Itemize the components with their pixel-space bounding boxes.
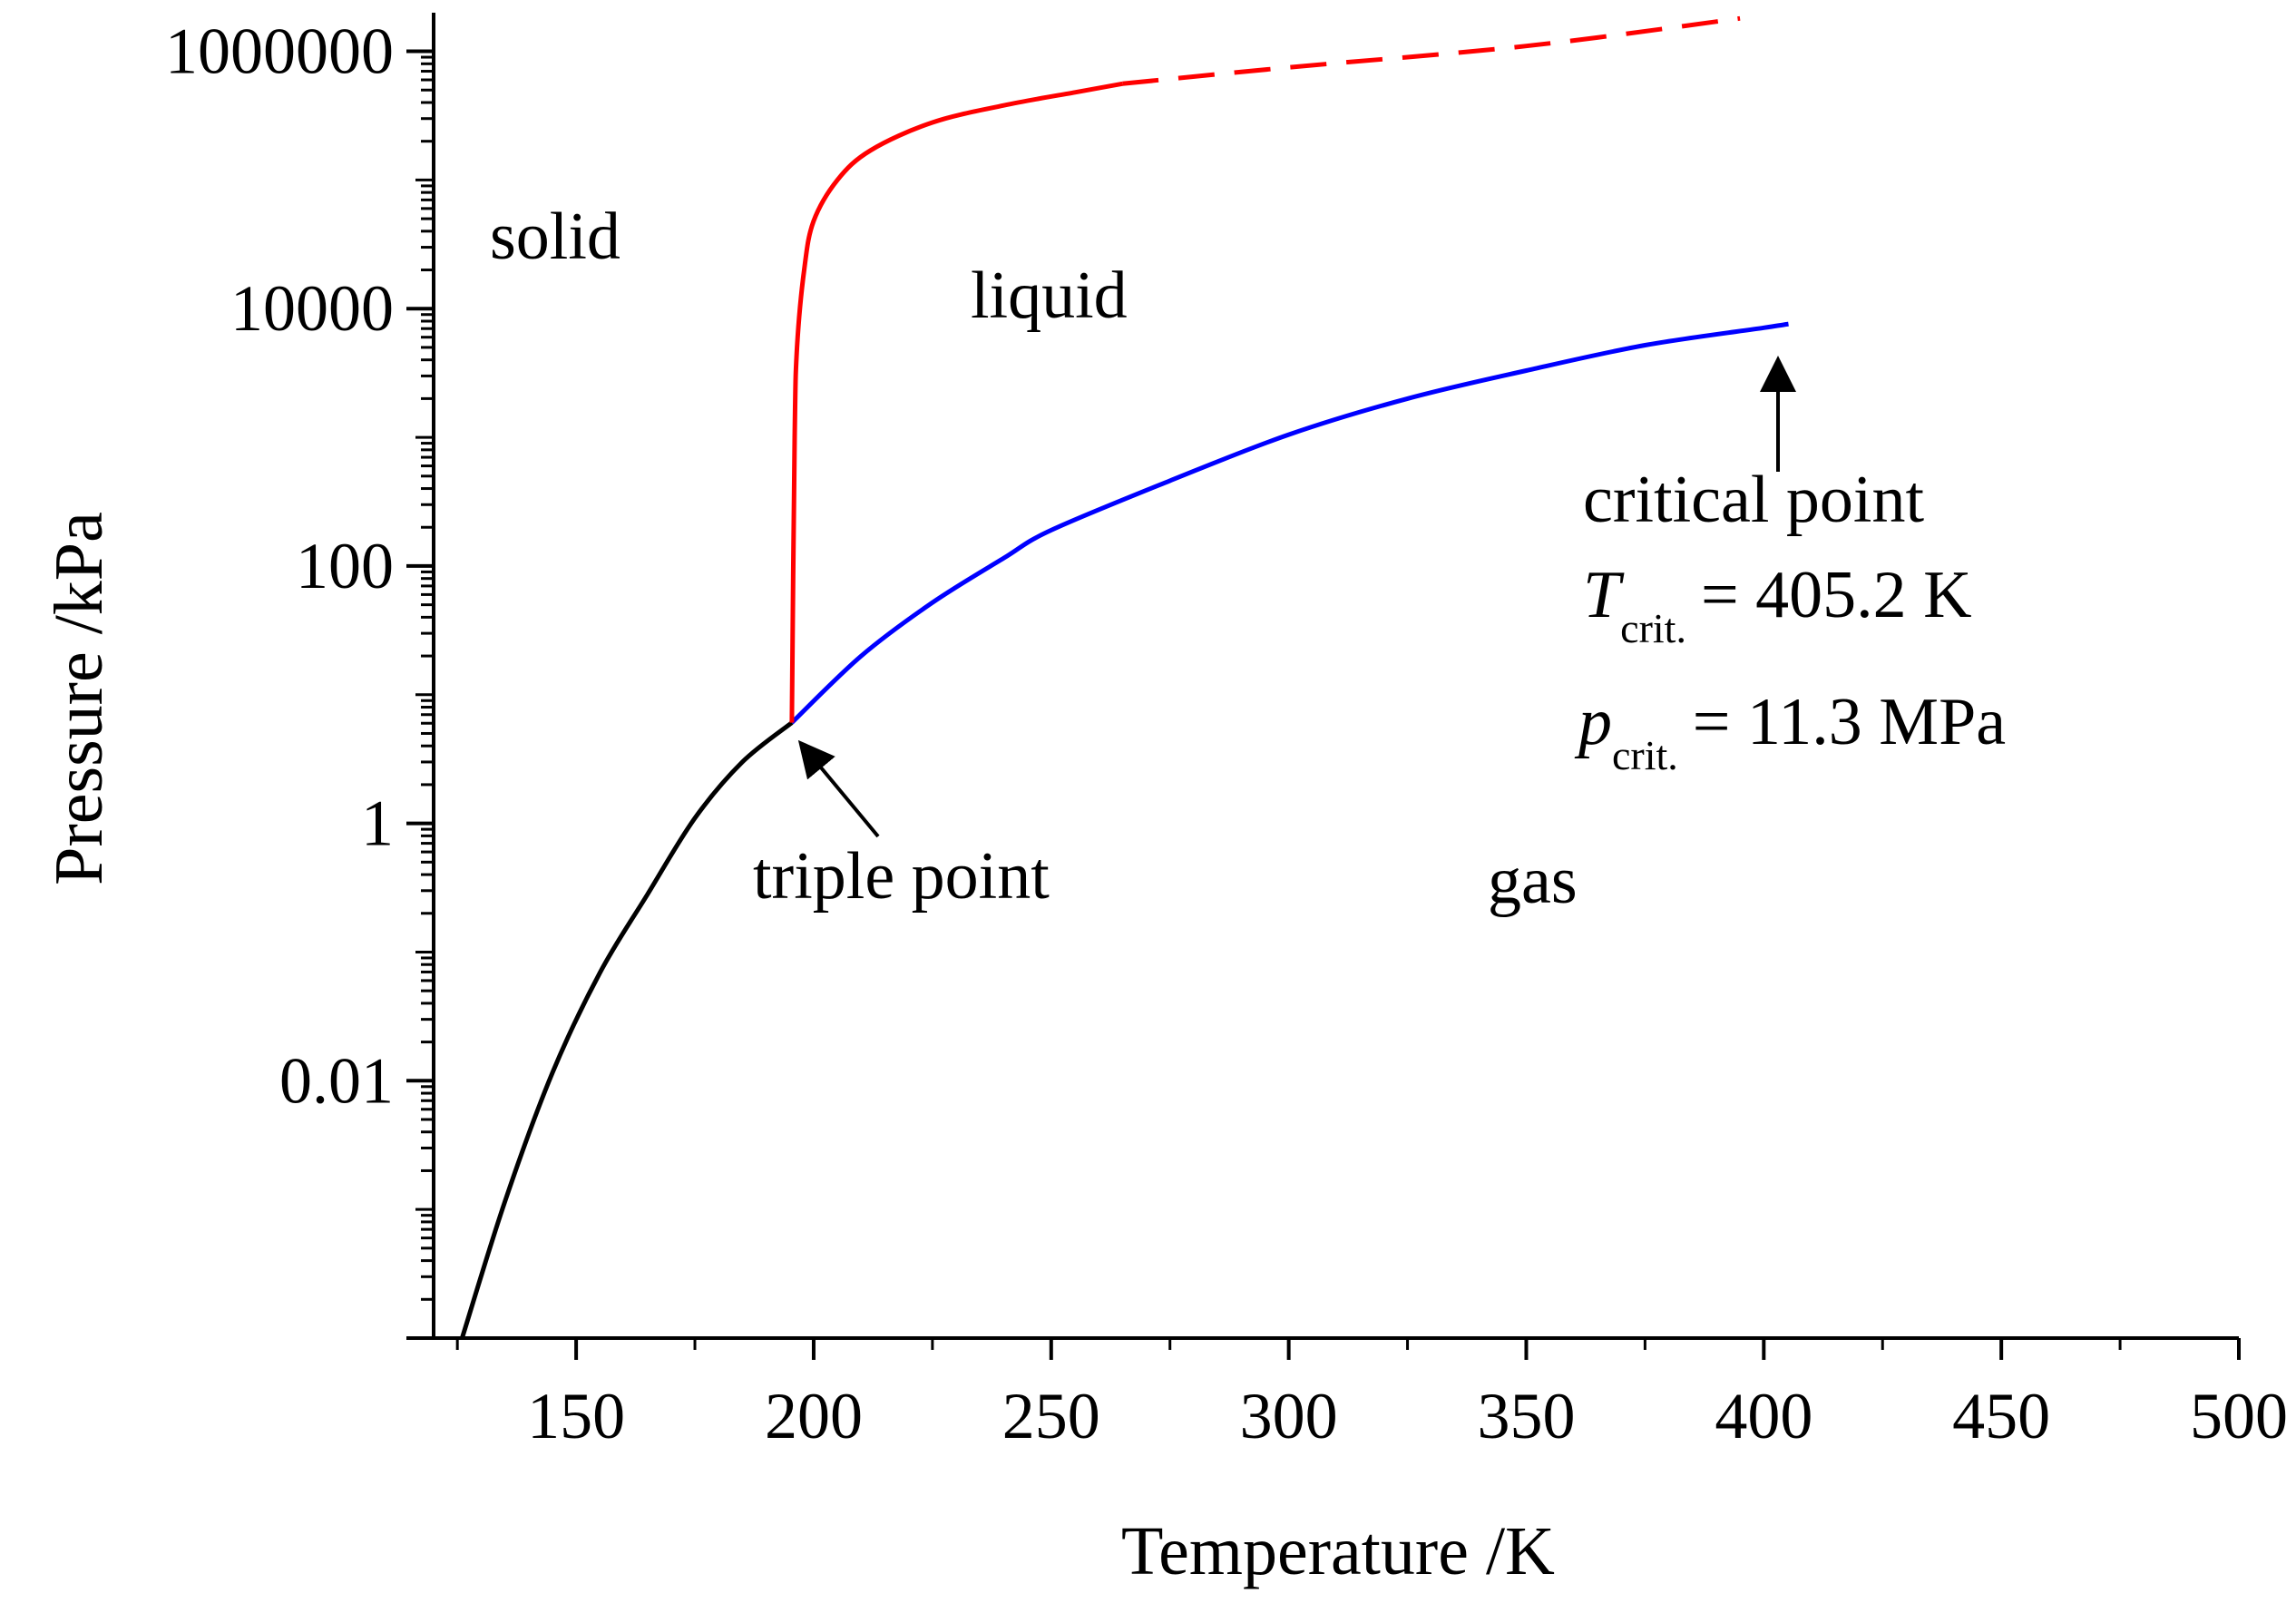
y-axis-title: Pressure /kPa <box>41 512 117 885</box>
x-tick-label: 450 <box>1952 1380 2050 1452</box>
solid-region-label: solid <box>490 200 620 274</box>
vaporization-curve <box>790 321 1789 725</box>
pcrit-symbol: p <box>1574 685 1612 759</box>
critical-point-label: critical point <box>1583 463 1924 537</box>
triple-point-arrow <box>797 739 880 838</box>
y-axis-ticks: 0.01 1 100 10000 1000000 <box>165 15 434 1340</box>
x-tick-label: 300 <box>1240 1380 1338 1452</box>
x-tick-label: 400 <box>1715 1380 1812 1452</box>
pcrit-value: = 11.3 MPa <box>1693 685 2006 759</box>
triple-point-label: triple point <box>753 839 1050 914</box>
x-tick-label: 350 <box>1477 1380 1575 1452</box>
x-tick-label: 500 <box>2190 1380 2288 1452</box>
tcrit-value: = 405.2 K <box>1701 558 1972 632</box>
y-tick-label: 10000 <box>230 272 394 345</box>
x-tick-label: 250 <box>1002 1380 1100 1452</box>
y-tick-label: 100 <box>296 530 394 602</box>
sublimation-curve <box>460 720 794 1339</box>
tcrit-text: Tcrit. = 405.2 K <box>1583 558 1972 651</box>
melting-curve-extrapolated <box>1122 15 1741 86</box>
x-tick-label: 150 <box>527 1380 625 1452</box>
x-tick-label: 200 <box>765 1380 863 1452</box>
y-tick-label: 1000000 <box>165 15 394 88</box>
series-lines <box>460 15 1789 1339</box>
melting-curve <box>789 81 1123 723</box>
gas-region-label: gas <box>1488 844 1578 918</box>
tcrit-subscript: crit. <box>1620 605 1686 651</box>
x-axis-ticks: 150 200 250 300 350 400 450 500 <box>455 1338 2288 1452</box>
x-axis-title: Temperature /K <box>1121 1513 1555 1589</box>
pcrit-subscript: crit. <box>1612 732 1678 778</box>
tcrit-symbol: T <box>1583 558 1625 632</box>
axes: 150 200 250 300 350 400 450 500 0.01 1 100 10000 10… <box>165 13 2288 1452</box>
pcrit-text: pcrit. = 11.3 MPa <box>1574 685 2006 778</box>
y-tick-label: 0.01 <box>279 1044 394 1117</box>
y-tick-label: 1 <box>361 787 394 860</box>
liquid-region-label: liquid <box>971 259 1128 333</box>
